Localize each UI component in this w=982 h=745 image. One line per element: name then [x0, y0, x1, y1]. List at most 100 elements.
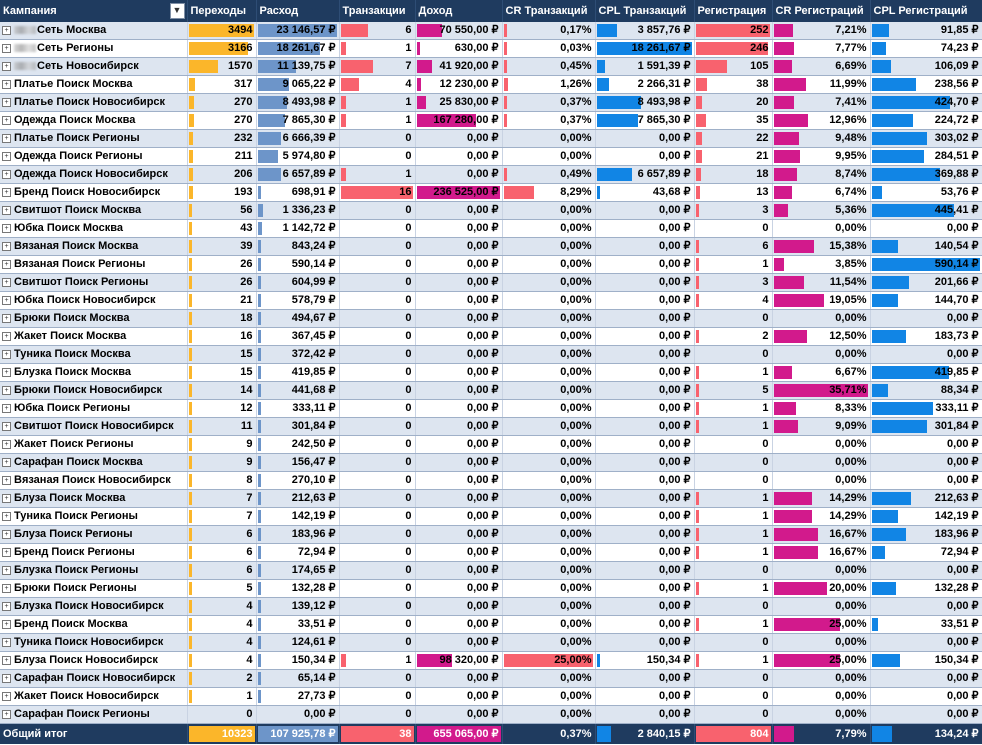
- expand-icon[interactable]: +: [2, 170, 11, 179]
- expand-icon[interactable]: +: [2, 386, 11, 395]
- column-header-campaign[interactable]: Кампания ▼: [0, 0, 188, 22]
- expand-icon[interactable]: +: [2, 44, 11, 53]
- campaign-name-cell[interactable]: + Сеть Новосибирск: [0, 57, 188, 76]
- expand-icon[interactable]: +: [2, 602, 11, 611]
- table-row[interactable]: + Туника Поиск Новосибирск 4 124,61 ₽0 0,00 …: [0, 633, 982, 652]
- campaign-name-cell[interactable]: + Сарафан Поиск Москва: [0, 453, 188, 472]
- campaign-name-cell[interactable]: + Жакет Поиск Новосибирск: [0, 687, 188, 706]
- column-header-revenue[interactable]: Доход: [415, 0, 503, 22]
- column-header-transactions[interactable]: Транзакции: [339, 0, 416, 22]
- campaign-name-cell[interactable]: + Блузка Поиск Москва: [0, 363, 188, 382]
- expand-icon[interactable]: +: [2, 332, 11, 341]
- campaign-name-cell[interactable]: + Блузка Поиск Регионы: [0, 561, 188, 580]
- column-header-cpl-transactions[interactable]: CPL Транзакций: [595, 0, 695, 22]
- table-row[interactable]: + Одежда Поиск Москва 270 7 865,30 ₽1 167 28…: [0, 111, 982, 130]
- column-header-cpl-registrations[interactable]: CPL Регистраций: [870, 0, 982, 22]
- campaign-name-cell[interactable]: + Сеть Москва: [0, 22, 188, 40]
- campaign-name-cell[interactable]: + Бренд Поиск Новосибирск: [0, 183, 188, 202]
- column-header-registrations[interactable]: Регистрация: [694, 0, 773, 22]
- campaign-name-cell[interactable]: + Сеть Регионы: [0, 39, 188, 58]
- expand-icon[interactable]: +: [2, 512, 11, 521]
- table-row[interactable]: + Сарафан Поиск Новосибирск 2 65,14 ₽0 0,00 …: [0, 669, 982, 688]
- table-row[interactable]: + Сеть Регионы 3166 18 261,67 ₽1 630,00 ₽0,0…: [0, 39, 982, 58]
- campaign-name-cell[interactable]: + Туника Поиск Регионы: [0, 507, 188, 526]
- campaign-name-cell[interactable]: + Жакет Поиск Регионы: [0, 435, 188, 454]
- expand-icon[interactable]: +: [2, 278, 11, 287]
- column-header-visits[interactable]: Переходы: [187, 0, 257, 22]
- campaign-name-cell[interactable]: + Блуза Поиск Москва: [0, 489, 188, 508]
- table-row[interactable]: + Брюки Поиск Новосибирск 14 441,68 ₽0 0,00 …: [0, 381, 982, 400]
- expand-icon[interactable]: +: [2, 530, 11, 539]
- campaign-name-cell[interactable]: + Юбка Поиск Новосибирск: [0, 291, 188, 310]
- table-row[interactable]: + Блузка Поиск Новосибирск 4 139,12 ₽0 0,00 …: [0, 597, 982, 616]
- expand-icon[interactable]: +: [2, 206, 11, 215]
- table-row[interactable]: + Юбка Поиск Новосибирск 21 578,79 ₽0 0,00 ₽…: [0, 291, 982, 310]
- table-row[interactable]: + Одежда Поиск Новосибирск 206 6 657,89 ₽1 0…: [0, 165, 982, 184]
- expand-icon[interactable]: +: [2, 692, 11, 701]
- campaign-name-cell[interactable]: + Одежда Поиск Москва: [0, 111, 188, 130]
- table-row[interactable]: + Блуза Поиск Новосибирск 4 150,34 ₽1 98 320…: [0, 651, 982, 670]
- campaign-name-cell[interactable]: + Брюки Поиск Регионы: [0, 579, 188, 598]
- expand-icon[interactable]: +: [2, 494, 11, 503]
- campaign-name-cell[interactable]: + Сарафан Поиск Регионы: [0, 705, 188, 724]
- campaign-name-cell[interactable]: + Юбка Поиск Москва: [0, 219, 188, 238]
- campaign-name-cell[interactable]: + Брюки Поиск Москва: [0, 309, 188, 328]
- table-row[interactable]: + Свитшот Поиск Москва 56 1 336,23 ₽0 0,00 ₽…: [0, 201, 982, 220]
- expand-icon[interactable]: +: [2, 422, 11, 431]
- filter-sort-icon[interactable]: ▼: [169, 3, 185, 19]
- table-row[interactable]: + Жакет Поиск Новосибирск 1 27,73 ₽0 0,00 ₽0…: [0, 687, 982, 706]
- campaign-name-cell[interactable]: + Брюки Поиск Новосибирск: [0, 381, 188, 400]
- campaign-name-cell[interactable]: + Туника Поиск Новосибирск: [0, 633, 188, 652]
- expand-icon[interactable]: +: [2, 584, 11, 593]
- table-row[interactable]: + Бренд Поиск Москва 4 33,51 ₽0 0,00 ₽0,00% 0…: [0, 615, 982, 634]
- expand-icon[interactable]: +: [2, 314, 11, 323]
- table-row[interactable]: + Сеть Москва 3494 23 146,57 ₽6 70 550,00 ₽0…: [0, 22, 982, 40]
- table-row[interactable]: + Блузка Поиск Москва 15 419,85 ₽0 0,00 ₽0,0…: [0, 363, 982, 382]
- campaign-name-cell[interactable]: + Бренд Поиск Регионы: [0, 543, 188, 562]
- table-row[interactable]: + Юбка Поиск Москва 43 1 142,72 ₽0 0,00 ₽0,0…: [0, 219, 982, 238]
- expand-icon[interactable]: +: [2, 242, 11, 251]
- table-row[interactable]: + Платье Поиск Новосибирск 270 8 493,98 ₽1 2…: [0, 93, 982, 112]
- table-row[interactable]: + Свитшот Поиск Новосибирск 11 301,84 ₽0 0,0…: [0, 417, 982, 436]
- campaign-name-cell[interactable]: + Платье Поиск Регионы: [0, 129, 188, 148]
- table-row[interactable]: + Жакет Поиск Москва 16 367,45 ₽0 0,00 ₽0,00…: [0, 327, 982, 346]
- table-row[interactable]: + Брюки Поиск Регионы 5 132,28 ₽0 0,00 ₽0,00…: [0, 579, 982, 598]
- expand-icon[interactable]: +: [2, 404, 11, 413]
- expand-icon[interactable]: +: [2, 476, 11, 485]
- table-row[interactable]: + Платье Поиск Регионы 232 6 666,39 ₽0 0,00 …: [0, 129, 982, 148]
- table-row[interactable]: + Блуза Поиск Москва 7 212,63 ₽0 0,00 ₽0,00%…: [0, 489, 982, 508]
- table-row[interactable]: + Вязаная Поиск Москва 39 843,24 ₽0 0,00 ₽0,…: [0, 237, 982, 256]
- expand-icon[interactable]: +: [2, 224, 11, 233]
- expand-icon[interactable]: +: [2, 116, 11, 125]
- campaign-name-cell[interactable]: + Свитшот Поиск Москва: [0, 201, 188, 220]
- table-row[interactable]: + Туника Поиск Регионы 7 142,19 ₽0 0,00 ₽0,0…: [0, 507, 982, 526]
- campaign-name-cell[interactable]: + Туника Поиск Москва: [0, 345, 188, 364]
- expand-icon[interactable]: +: [2, 656, 11, 665]
- table-row[interactable]: + Платье Поиск Москва 317 9 065,22 ₽4 12 230…: [0, 75, 982, 94]
- table-row[interactable]: + Одежда Поиск Регионы 211 5 974,80 ₽0 0,00 …: [0, 147, 982, 166]
- table-row[interactable]: + Блуза Поиск Регионы 6 183,96 ₽0 0,00 ₽0,00…: [0, 525, 982, 544]
- expand-icon[interactable]: +: [2, 548, 11, 557]
- campaign-name-cell[interactable]: + Платье Поиск Москва: [0, 75, 188, 94]
- table-row[interactable]: + Юбка Поиск Регионы 12 333,11 ₽0 0,00 ₽0,00…: [0, 399, 982, 418]
- campaign-name-cell[interactable]: + Вязаная Поиск Москва: [0, 237, 188, 256]
- table-row[interactable]: + Вязаная Поиск Новосибирск 8 270,10 ₽0 0,00…: [0, 471, 982, 490]
- campaign-name-cell[interactable]: + Бренд Поиск Москва: [0, 615, 188, 634]
- table-row[interactable]: + Бренд Поиск Новосибирск 193 698,91 ₽16 236…: [0, 183, 982, 202]
- campaign-name-cell[interactable]: + Блуза Поиск Регионы: [0, 525, 188, 544]
- expand-icon[interactable]: +: [2, 296, 11, 305]
- campaign-name-cell[interactable]: + Блузка Поиск Новосибирск: [0, 597, 188, 616]
- expand-icon[interactable]: +: [2, 710, 11, 719]
- campaign-name-cell[interactable]: + Вязаная Поиск Новосибирск: [0, 471, 188, 490]
- table-row[interactable]: + Сеть Новосибирск 1570 11 139,75 ₽7 41 920,…: [0, 57, 982, 76]
- campaign-name-cell[interactable]: + Вязаная Поиск Регионы: [0, 255, 188, 274]
- expand-icon[interactable]: +: [2, 638, 11, 647]
- table-row[interactable]: + Туника Поиск Москва 15 372,42 ₽0 0,00 ₽0,0…: [0, 345, 982, 364]
- campaign-name-cell[interactable]: + Юбка Поиск Регионы: [0, 399, 188, 418]
- expand-icon[interactable]: +: [2, 674, 11, 683]
- expand-icon[interactable]: +: [2, 260, 11, 269]
- expand-icon[interactable]: +: [2, 134, 11, 143]
- campaign-name-cell[interactable]: + Блуза Поиск Новосибирск: [0, 651, 188, 670]
- column-header-cr-registrations[interactable]: CR Регистраций: [772, 0, 871, 22]
- expand-icon[interactable]: +: [2, 188, 11, 197]
